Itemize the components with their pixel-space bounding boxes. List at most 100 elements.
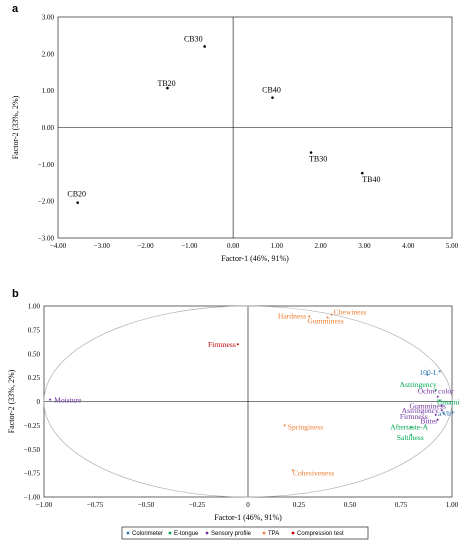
variable-label-cohesiveness: Cohesiveness bbox=[293, 468, 334, 477]
panel-a-y-tick-label: 3.00 bbox=[42, 14, 55, 22]
legend-label-tpa: TPA bbox=[268, 531, 279, 537]
variable-label-hardness: Hardness bbox=[278, 312, 306, 321]
variable-point-umami bbox=[438, 399, 441, 402]
variable-label-moisture: Moisture bbox=[54, 396, 82, 405]
legend-label-sensory-profile: Sensory profile bbox=[211, 531, 252, 537]
panel-a-y-axis-title: Factor-2 (33%, 2%) bbox=[11, 95, 20, 159]
panel-a-x-tick-label: 5.00 bbox=[446, 242, 459, 250]
variable-label-astringency: Astringency bbox=[400, 380, 437, 389]
variable-point-aftertaste-a bbox=[410, 426, 413, 429]
panel-b-letter: b bbox=[12, 288, 19, 300]
point-label-tb30: TB30 bbox=[309, 155, 327, 164]
panel-b-x-tick-label: −0.75 bbox=[87, 501, 104, 509]
variable-label-firmness: Firmness bbox=[400, 412, 428, 421]
panel-b-axes bbox=[44, 306, 452, 497]
panel-a-points: CB30 TB20 CB40 TB30 TB40 CB20 bbox=[67, 34, 380, 204]
panel-b-loading-plot: b −1.00 −0.75 −0.50 −0.25 0 0.25 0.50 0.75 1.00 1… bbox=[7, 288, 460, 540]
variable-point-100-l bbox=[426, 373, 429, 376]
variable-point-hardness bbox=[308, 315, 311, 318]
point-tb30 bbox=[309, 151, 313, 154]
variable-label-chewiness: Chewiness bbox=[334, 308, 367, 317]
correlation-circle bbox=[43, 305, 453, 498]
panel-b-x-tick-label: 1.00 bbox=[446, 501, 459, 509]
variable-point-bitter bbox=[436, 418, 439, 421]
panel-b-y-tick-label: 0.75 bbox=[28, 326, 41, 334]
legend-label-colorimeter: Colorimeter bbox=[132, 531, 163, 537]
legend-label-e-tongue: E-tongue bbox=[174, 531, 199, 537]
variable-label-bitter: Bitter bbox=[420, 417, 438, 426]
variable-point-gumminess bbox=[326, 316, 329, 319]
variable-label-ochre-color: Ochre color bbox=[418, 387, 455, 396]
variable-point-saltiness bbox=[410, 433, 413, 436]
variable-point-moisture bbox=[49, 398, 52, 401]
panel-a-x-axis-title: Factor-1 (46%, 91%) bbox=[221, 254, 289, 263]
variable-label-saltiness: Saltiness bbox=[397, 433, 424, 442]
panel-b-y-tick-label: 1.00 bbox=[28, 303, 41, 311]
variable-label-a-b: a*/b* bbox=[438, 409, 455, 418]
panel-b-y-tick-label: 0 bbox=[37, 398, 41, 406]
panel-a-ticks: −4.00 −3.00 −2.00 −1.00 0.00 1.00 2.00 3.00 4.00… bbox=[38, 14, 459, 251]
panel-b-x-tick-label: −0.50 bbox=[138, 501, 155, 509]
panel-b-points: Hardness ChewinessGumminessFirmness100-L*… bbox=[49, 308, 460, 477]
point-tb20 bbox=[166, 86, 169, 90]
point-label-tb40: TB40 bbox=[362, 175, 380, 184]
point-cb30 bbox=[203, 45, 206, 48]
variable-point-cohesiveness bbox=[291, 469, 294, 472]
panel-b-x-tick-label: 0.50 bbox=[344, 501, 357, 509]
panel-b-y-tick-label: −0.25 bbox=[24, 422, 41, 430]
variable-label-firmness: Firmness bbox=[208, 340, 236, 349]
point-label-tb20: TB20 bbox=[157, 79, 175, 88]
legend-marker-sensory-profile bbox=[205, 531, 209, 535]
variable-point-ochre-color bbox=[436, 395, 439, 398]
panel-b-y-tick-label: −0.75 bbox=[24, 470, 41, 478]
panel-a-x-tick-label: −1.00 bbox=[181, 242, 198, 250]
panel-a-x-tick-label: 1.00 bbox=[271, 242, 284, 250]
panel-a-letter: a bbox=[12, 3, 19, 15]
legend-box bbox=[121, 526, 369, 540]
panel-a-x-tick-label: 0.00 bbox=[227, 242, 240, 250]
panel-a-y-tick-label: 1.00 bbox=[42, 87, 55, 95]
variable-label-gumminess: Gumminess bbox=[307, 316, 343, 325]
panel-b-x-tick-label: 0.75 bbox=[395, 501, 408, 509]
panel-a-x-tick-label: 2.00 bbox=[315, 242, 328, 250]
panel-a-x-tick-label: 3.00 bbox=[358, 242, 371, 250]
panel-b-y-tick-label: 0.50 bbox=[28, 350, 41, 358]
point-label-cb20: CB20 bbox=[67, 190, 86, 199]
legend-marker-colorimeter bbox=[126, 531, 130, 535]
panel-a-y-tick-label: −1.00 bbox=[38, 161, 55, 169]
variable-point-firmness bbox=[236, 343, 239, 346]
panel-a-y-tick-label: −3.00 bbox=[38, 235, 55, 243]
variable-point-chewiness bbox=[330, 313, 333, 316]
panel-b-y-tick-label: −1.00 bbox=[24, 494, 41, 502]
variable-point-astringency bbox=[440, 409, 443, 412]
legend-marker-tpa bbox=[262, 531, 266, 535]
panel-a-x-tick-label: −4.00 bbox=[50, 242, 67, 250]
legend-label-compression-test: Compression test bbox=[297, 531, 344, 537]
point-cb20 bbox=[76, 201, 79, 204]
panel-b-y-axis-title: Factor-2 (33%, 2%) bbox=[7, 369, 16, 433]
point-label-cb40: CB40 bbox=[262, 86, 281, 95]
panel-a-axes bbox=[58, 17, 452, 238]
variable-point-a-b bbox=[442, 412, 445, 415]
panel-a-y-tick-label: 2.00 bbox=[42, 50, 55, 58]
panel-b-x-tick-label: −0.25 bbox=[189, 501, 206, 509]
panel-b-y-tick-label: 0.25 bbox=[28, 374, 41, 382]
panel-b-legend: Colorimeter E-tongue Sensory profile TPA Com… bbox=[121, 526, 369, 540]
variable-label-astringency: Astringency bbox=[402, 406, 439, 415]
panel-a-scatter: a −4.00 −3.00 −2.00 −1.00 0.00 1.00 2.00 3.00 4.… bbox=[11, 3, 459, 263]
panel-a-x-tick-label: 4.00 bbox=[402, 242, 415, 250]
variable-label-aftertaste-a: Aftertaste-A bbox=[390, 422, 428, 431]
legend-marker-e-tongue bbox=[168, 531, 172, 535]
panel-b-x-tick-label: 0 bbox=[246, 501, 250, 509]
variable-point-springiness bbox=[283, 424, 286, 427]
panel-b-x-axis-title: Factor-1 (46%, 91%) bbox=[214, 513, 282, 522]
legend-marker-compression-test bbox=[291, 531, 295, 535]
variable-point-gumminess bbox=[440, 404, 443, 407]
point-label-cb30: CB30 bbox=[184, 34, 203, 43]
variable-label-gumminess: Gumminess bbox=[410, 401, 446, 410]
panel-a-y-tick-label: −2.00 bbox=[38, 198, 55, 206]
panel-b-y-tick-label: −0.50 bbox=[24, 446, 41, 454]
variable-point-firmness bbox=[434, 413, 437, 416]
point-cb40 bbox=[271, 96, 274, 99]
